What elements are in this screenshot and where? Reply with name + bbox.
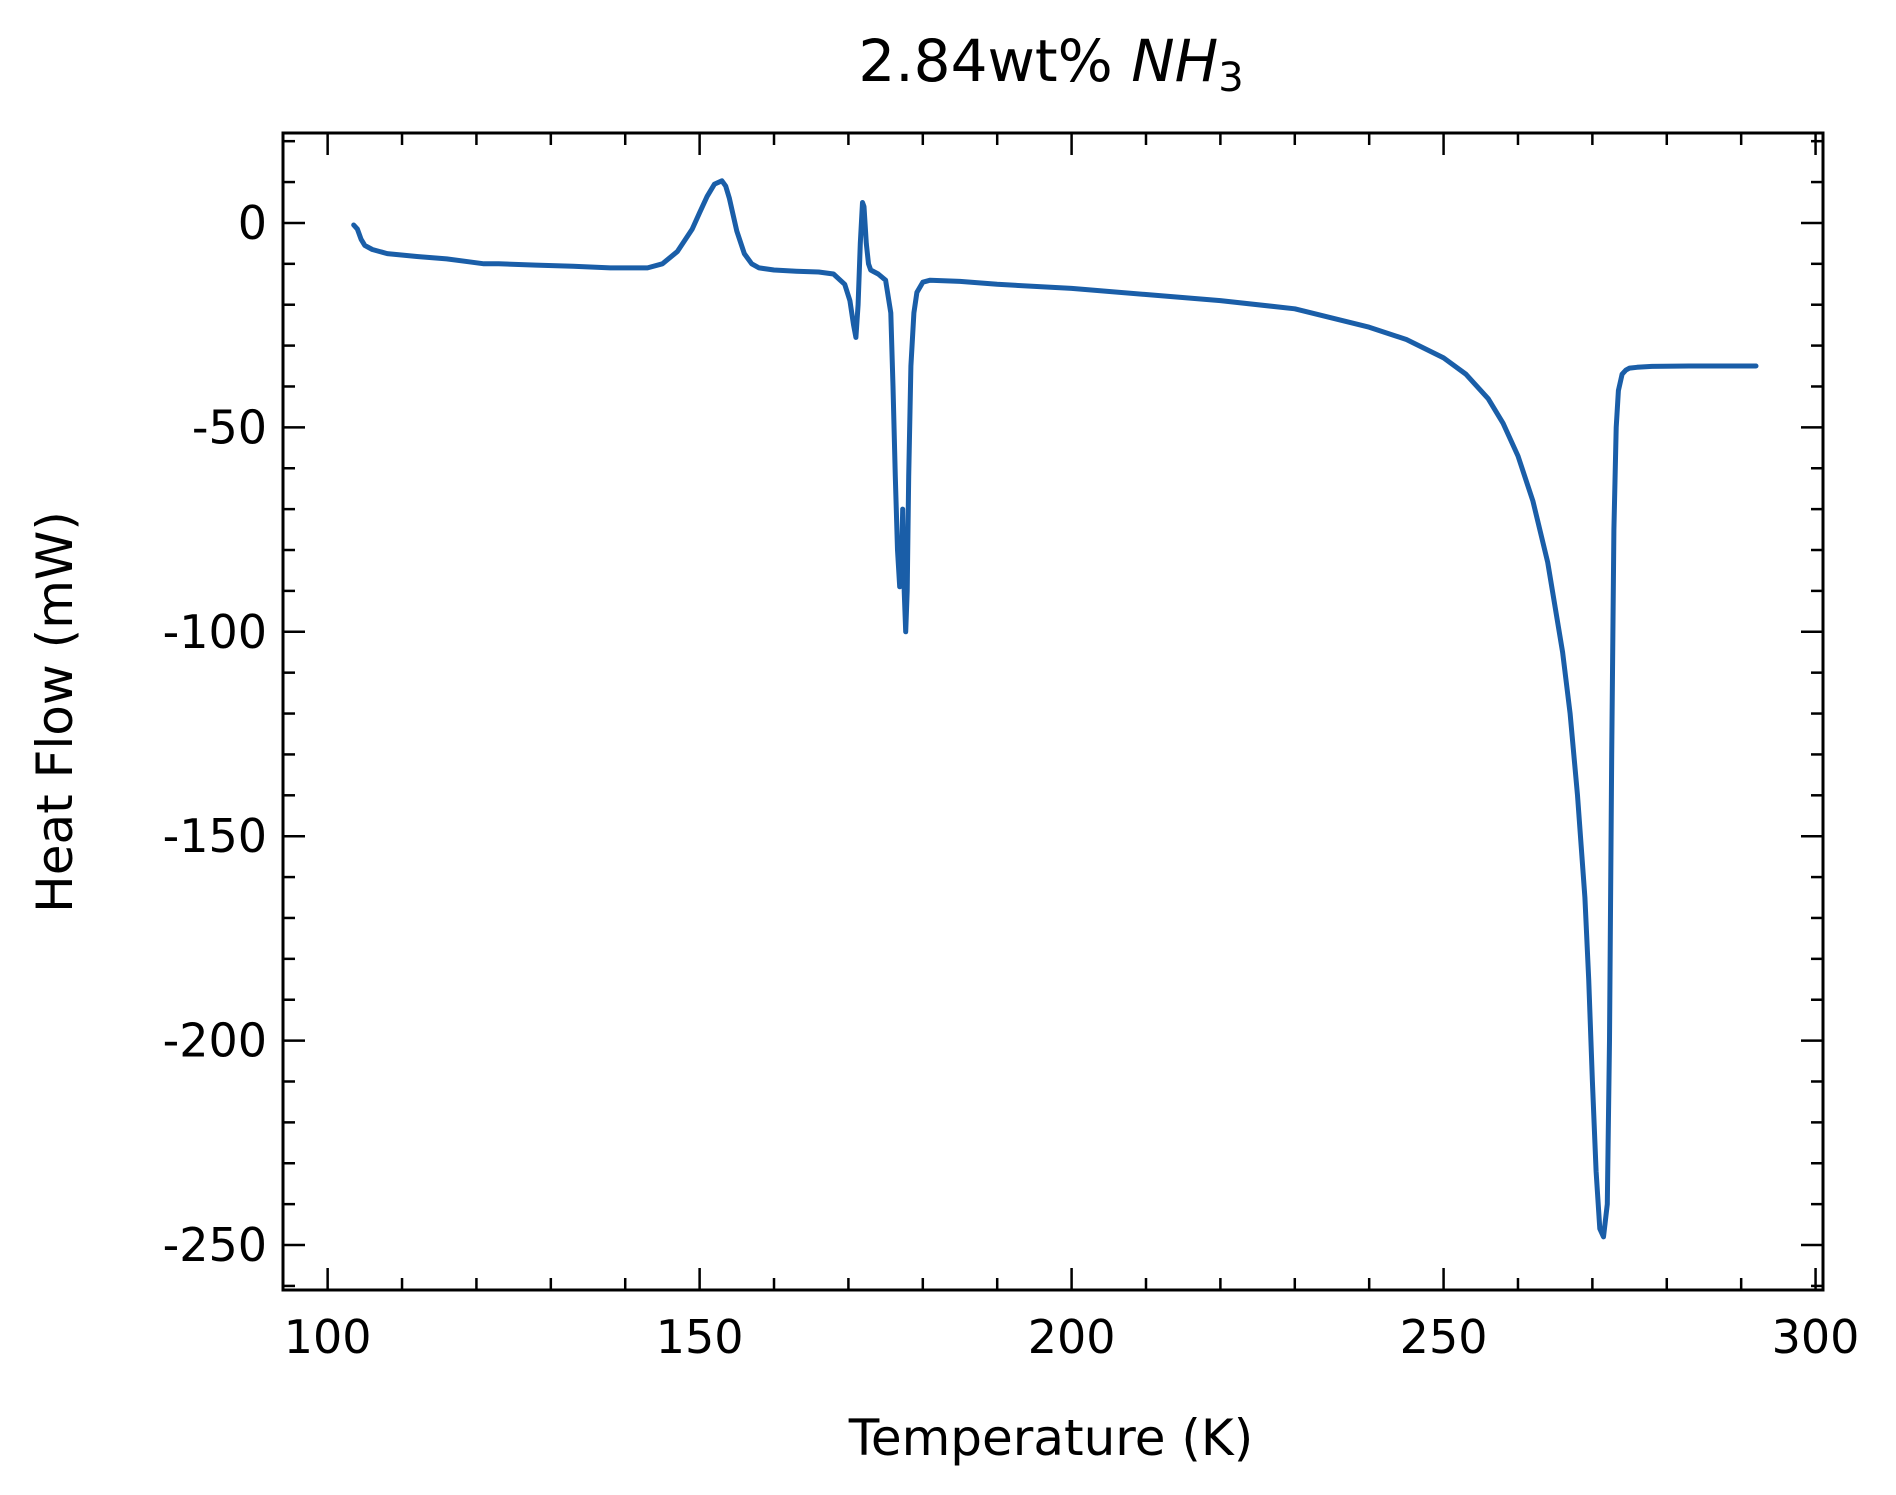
plot-series <box>351 178 1759 1240</box>
y-tick-label: -250 <box>163 1218 267 1272</box>
axis-ticks <box>283 133 1823 1290</box>
x-tick-label: 250 <box>1400 1310 1488 1364</box>
y-tick-label: -200 <box>163 1014 267 1068</box>
x-tick-label: 300 <box>1772 1310 1860 1364</box>
x-tick-label: 100 <box>284 1310 372 1364</box>
y-tick-label: 0 <box>238 196 267 250</box>
y-tick-label: -50 <box>192 400 267 454</box>
heat-flow-series-line <box>351 178 1759 1240</box>
axis-tick-labels: 100 150 200 250 300 0 -50 -100 -150 -200 -250 <box>163 196 1860 1364</box>
x-tick-label: 150 <box>656 1310 744 1364</box>
chart-title-text: 2.84wt% <box>858 27 1131 95</box>
y-tick-label: -100 <box>163 605 267 659</box>
plot-frame <box>281 131 1825 1292</box>
y-axis-label: Heat Flow (mW) <box>26 511 84 913</box>
x-axis-label: Temperature (K) <box>848 1409 1253 1467</box>
chart-title-formula: NH <box>1131 27 1218 95</box>
chart-title-subscript: 3 <box>1218 55 1243 101</box>
chart-title: 2.84wt% NH3 <box>858 27 1243 101</box>
y-tick-label: -150 <box>163 809 267 863</box>
x-tick-label: 200 <box>1028 1310 1116 1364</box>
